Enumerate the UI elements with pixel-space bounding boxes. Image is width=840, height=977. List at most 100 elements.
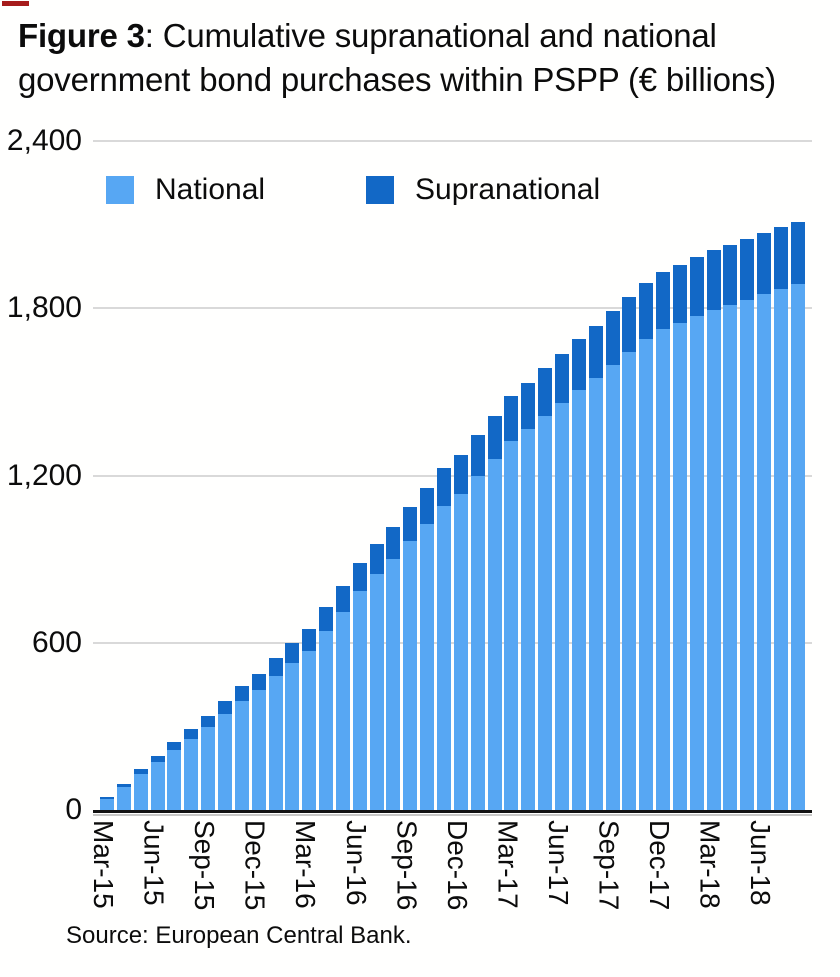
bar-segment-supranational xyxy=(100,797,114,799)
bar-segment-supranational xyxy=(369,544,384,574)
bar-segment-national xyxy=(757,294,772,810)
bar-Mar-15 xyxy=(100,797,114,810)
bar-segment-national xyxy=(588,378,603,810)
y-axis-labels: 0 600 1,200 1,800 2,400 xyxy=(0,0,82,830)
bar-segment-supranational xyxy=(605,311,620,365)
bar-Jun-18 xyxy=(757,233,772,810)
bar-Aug-15 xyxy=(184,729,199,810)
bar-segment-national xyxy=(723,305,738,810)
bar-Jan-16 xyxy=(268,658,283,810)
bar-segment-supranational xyxy=(268,658,283,676)
bar-segment-supranational xyxy=(217,701,232,714)
x-axis-labels: Mar-15 Jun-15 Sep-15 Dec-15 Mar-16 Jun-16 Sep-… xyxy=(88,820,812,920)
bar-segment-supranational xyxy=(150,756,165,762)
bar-Jan-18 xyxy=(672,265,687,810)
bar-Oct-16 xyxy=(420,488,435,810)
bar-Nov-15 xyxy=(234,686,249,810)
bar-segment-national xyxy=(656,329,671,810)
title-line2: government bond purchases within PSPP (€… xyxy=(18,61,776,98)
bar-segment-supranational xyxy=(656,272,671,329)
bar-segment-supranational xyxy=(285,643,300,663)
x-tick-label-Jun-16: Jun-16 xyxy=(340,820,372,906)
bar-segment-supranational xyxy=(504,396,519,441)
bar-Oct-15 xyxy=(217,701,232,810)
bar-Aug-17 xyxy=(588,326,603,810)
bar-segment-supranational xyxy=(251,674,266,690)
bar-Dec-16 xyxy=(453,455,468,810)
bar-segment-national xyxy=(133,774,148,810)
bar-Dec-17 xyxy=(656,272,671,810)
bar-segment-national xyxy=(201,727,216,810)
legend-label-supranational: Supranational xyxy=(415,173,601,206)
bar-segment-national xyxy=(386,559,401,810)
bar-segment-supranational xyxy=(234,686,249,701)
bar-segment-supranational xyxy=(521,383,536,429)
x-tick-label-Dec-17: Dec-17 xyxy=(644,820,676,911)
x-tick-label-Jun-15: Jun-15 xyxy=(138,820,170,906)
bar-segment-supranational xyxy=(639,283,654,339)
x-tick-label-Mar-15: Mar-15 xyxy=(88,820,119,909)
bar-segment-national xyxy=(689,316,704,810)
bar-Apr-15 xyxy=(116,784,131,810)
bar-segment-national xyxy=(706,310,721,810)
bar-Jan-17 xyxy=(470,435,485,810)
bar-May-16 xyxy=(335,586,350,810)
legend: National Supranational xyxy=(93,174,812,214)
bar-segment-national xyxy=(790,284,805,810)
bar-Mar-17 xyxy=(504,396,519,810)
bar-segment-supranational xyxy=(689,257,704,316)
x-tick-label-Jun-18: Jun-18 xyxy=(745,820,777,906)
red-dash-decoration xyxy=(2,1,29,6)
bar-segment-national xyxy=(740,300,755,810)
bar-segment-supranational xyxy=(403,507,418,541)
bar-Jun-15 xyxy=(150,756,165,810)
bar-Aug-18 xyxy=(790,222,805,810)
bar-Apr-17 xyxy=(521,383,536,810)
bar-segment-supranational xyxy=(133,769,148,774)
legend-swatch-national-icon xyxy=(106,176,134,204)
bar-segment-national xyxy=(100,799,114,810)
y-tick-label-2400: 2,400 xyxy=(6,124,82,157)
bar-Feb-18 xyxy=(689,257,704,810)
y-tick-label-1800: 1,800 xyxy=(6,291,82,325)
bar-segment-supranational xyxy=(470,435,485,476)
bar-Mar-16 xyxy=(302,629,317,810)
bar-segment-national xyxy=(150,762,165,810)
bar-segment-supranational xyxy=(622,297,637,352)
bar-segment-supranational xyxy=(757,233,772,294)
bar-segment-supranational xyxy=(588,326,603,378)
bar-segment-national xyxy=(403,541,418,810)
gridline-1200 xyxy=(93,474,812,477)
x-tick-label-Sep-15: Sep-15 xyxy=(189,820,221,911)
bar-segment-supranational xyxy=(571,339,586,390)
bar-May-17 xyxy=(538,368,553,810)
bar-segment-supranational xyxy=(723,245,738,305)
bar-segment-national xyxy=(302,651,317,810)
bar-segment-supranational xyxy=(453,455,468,494)
plot-area: National Supranational xyxy=(93,140,812,816)
figure-title: Figure 3: Cumulative supranational and n… xyxy=(18,14,832,102)
bar-Oct-17 xyxy=(622,297,637,810)
bar-segment-national xyxy=(167,750,182,810)
bar-segment-national xyxy=(470,476,485,810)
bar-Feb-17 xyxy=(487,416,502,810)
bar-segment-supranational xyxy=(335,586,350,612)
gridline-1800 xyxy=(93,307,812,310)
bar-segment-supranational xyxy=(352,563,367,591)
bar-Apr-18 xyxy=(723,245,738,810)
gridline-600 xyxy=(93,641,812,644)
bar-May-15 xyxy=(133,769,148,810)
bar-segment-national xyxy=(234,701,249,810)
bar-Sep-16 xyxy=(403,507,418,810)
x-tick-label-Sep-17: Sep-17 xyxy=(593,820,625,911)
bar-Aug-16 xyxy=(386,527,401,810)
bar-Jul-17 xyxy=(571,339,586,810)
bar-segment-supranational xyxy=(386,527,401,559)
bar-segment-national xyxy=(285,663,300,810)
bar-segment-national xyxy=(538,416,553,810)
bar-segment-national xyxy=(622,352,637,810)
bar-Sep-17 xyxy=(605,311,620,810)
bar-segment-supranational xyxy=(167,742,182,750)
bar-segment-national xyxy=(319,631,334,810)
